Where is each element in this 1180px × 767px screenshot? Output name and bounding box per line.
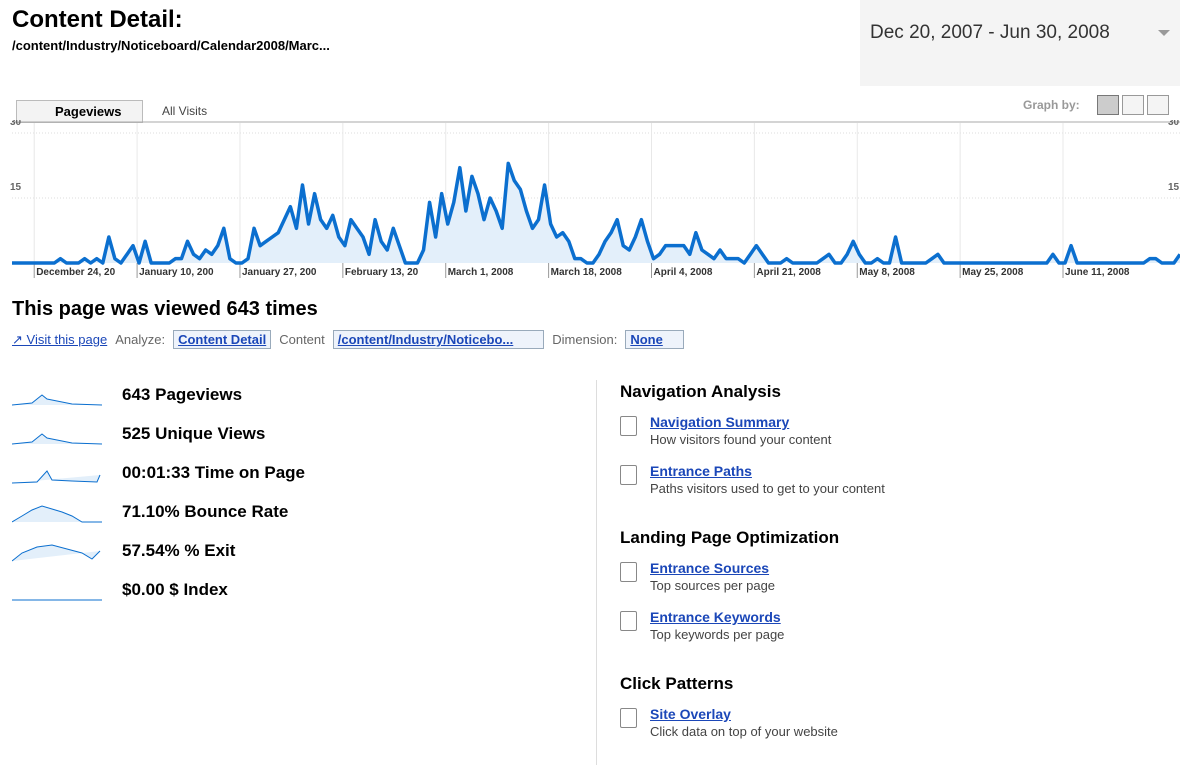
metric-label: % Exit bbox=[184, 541, 236, 560]
link-title[interactable]: Entrance Sources bbox=[650, 560, 770, 576]
y-tick-label-right: 15 bbox=[1168, 182, 1180, 193]
metric-label: Time on Page bbox=[194, 463, 306, 482]
toolbar: ↗ Visit this page Analyze: Content Detai… bbox=[12, 330, 684, 349]
link-icon bbox=[620, 465, 637, 485]
sparkline bbox=[12, 599, 102, 601]
sparkline bbox=[12, 470, 101, 484]
link-desc: Paths visitors used to get to your conte… bbox=[650, 481, 885, 496]
segment: All Visits bbox=[162, 104, 208, 118]
metric-label: Pageviews bbox=[155, 385, 243, 404]
sparkline bbox=[12, 433, 102, 445]
metric-label: Unique Views bbox=[155, 424, 266, 443]
link-desc: How visitors found your content bbox=[650, 432, 832, 447]
x-tick-label: March 1, 2008 bbox=[448, 267, 514, 278]
x-tick-label: January 10, 200 bbox=[139, 267, 214, 278]
sparkline bbox=[12, 394, 102, 406]
section-title: Landing Page Optimization bbox=[620, 528, 840, 547]
summary-heading: This page was viewed 643 times bbox=[12, 298, 318, 320]
sparkline bbox=[12, 505, 102, 523]
metric: 643 Pageviews bbox=[122, 385, 242, 405]
section-title: Click Patterns bbox=[620, 674, 734, 693]
metric-label: $ Index bbox=[169, 580, 228, 599]
metric-value: $0.00 bbox=[122, 580, 165, 599]
graph-month[interactable] bbox=[1147, 95, 1169, 115]
metric-label: Bounce Rate bbox=[184, 502, 289, 521]
link-icon bbox=[620, 611, 637, 631]
x-tick-label: April 21, 2008 bbox=[756, 267, 821, 278]
y-tick-label: 30 bbox=[10, 120, 22, 128]
link-desc: Top keywords per page bbox=[650, 627, 785, 642]
sparkline-line bbox=[12, 470, 101, 484]
date-range[interactable]: Dec 20, 2007 - Jun 30, 2008 bbox=[870, 22, 1110, 43]
dimension-select[interactable]: None bbox=[625, 330, 684, 349]
dimension-label: Dimension: bbox=[552, 332, 618, 347]
x-tick-label: June 11, 2008 bbox=[1065, 267, 1130, 278]
link-icon bbox=[620, 708, 637, 728]
line-series bbox=[12, 161, 1180, 265]
link-title[interactable]: Entrance Paths bbox=[650, 463, 752, 479]
y-tick-label: 15 bbox=[10, 182, 22, 193]
metric: 00:01:33 Time on Page bbox=[122, 463, 305, 483]
metric-value: 643 bbox=[122, 385, 151, 404]
graph-by: Graph by: bbox=[1023, 98, 1080, 112]
y-tick-label-right: 30 bbox=[1168, 120, 1180, 128]
analyze-select[interactable]: Content Detail bbox=[173, 330, 272, 349]
metric-value: 00:01:33 bbox=[122, 463, 191, 482]
sparkline-line bbox=[12, 544, 101, 562]
content-label: Content bbox=[279, 332, 325, 347]
link-desc: Top sources per page bbox=[650, 578, 776, 593]
x-tick-label: January 27, 200 bbox=[242, 267, 317, 278]
chart: 15 15 30 30 December 24, 20 January 10, 200 Ja… bbox=[10, 120, 1180, 278]
metric-value: 71.10% bbox=[122, 502, 180, 521]
x-tick-label: May 25, 2008 bbox=[962, 267, 1024, 278]
visit-text[interactable]: Visit this page bbox=[26, 331, 108, 347]
x-tick-label: December 24, 20 bbox=[36, 267, 115, 278]
analyze-label: Analyze: bbox=[115, 332, 166, 347]
link-title[interactable]: Navigation Summary bbox=[650, 414, 790, 430]
metric-value: 57.54% bbox=[122, 541, 180, 560]
sparkline bbox=[12, 544, 101, 562]
divider bbox=[596, 380, 597, 765]
x-tick-label: February 13, 20 bbox=[345, 267, 419, 278]
sparkline-line bbox=[12, 433, 102, 445]
content-select[interactable]: /content/Industry/Noticebo... bbox=[332, 330, 545, 349]
link-title[interactable]: Site Overlay bbox=[650, 706, 731, 722]
graph-week[interactable] bbox=[1122, 95, 1144, 115]
sparkline-line bbox=[12, 394, 102, 406]
link-icon bbox=[620, 562, 637, 582]
visit-link[interactable]: ↗ Visit this page bbox=[12, 331, 108, 347]
date-box[interactable]: Dec 20, 2007 - Jun 30, 2008 bbox=[860, 0, 1180, 86]
link-title[interactable]: Entrance Keywords bbox=[650, 609, 781, 625]
section-title: Navigation Analysis bbox=[620, 382, 781, 401]
graph-day[interactable] bbox=[1097, 95, 1119, 115]
line-area bbox=[12, 163, 1180, 263]
dropdown-arrow[interactable] bbox=[1158, 30, 1170, 42]
x-tick-label: May 8, 2008 bbox=[859, 267, 915, 278]
link-icon bbox=[620, 416, 637, 436]
metric: 525 Unique Views bbox=[122, 424, 265, 444]
metric: 57.54% % Exit bbox=[122, 541, 235, 561]
x-tick-label: April 4, 2008 bbox=[653, 267, 712, 278]
x-tick-label: March 18, 2008 bbox=[551, 267, 623, 278]
page-path: /content/Industry/Noticeboard/Calendar20… bbox=[12, 38, 330, 53]
metric: 71.10% Bounce Rate bbox=[122, 502, 288, 522]
sparkline-line bbox=[12, 505, 102, 523]
page-title: Content Detail: bbox=[12, 6, 183, 33]
metric-value: 525 bbox=[122, 424, 151, 443]
metric: $0.00 $ Index bbox=[122, 580, 228, 600]
link-desc: Click data on top of your website bbox=[650, 724, 838, 739]
